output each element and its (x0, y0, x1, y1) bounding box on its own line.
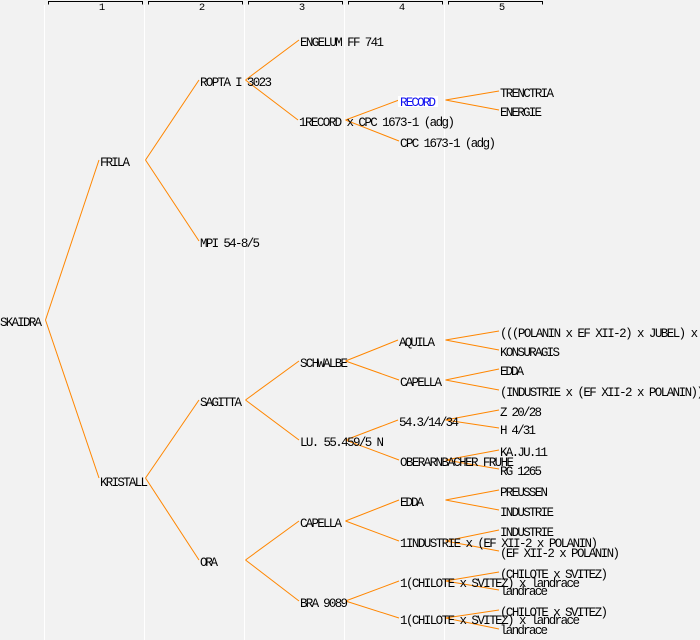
svg-text:TRENCTRIA: TRENCTRIA (500, 87, 554, 101)
svg-text:CPC 1673-1 (adg): CPC 1673-1 (adg) (400, 137, 496, 151)
svg-text:EDDA: EDDA (500, 365, 524, 379)
svg-text:ENERGIE: ENERGIE (500, 106, 542, 120)
svg-text:ROPTA I 3023: ROPTA I 3023 (200, 76, 272, 90)
svg-text:RECORD: RECORD (400, 96, 436, 110)
svg-text:KRISTALL: KRISTALL (100, 476, 148, 490)
svg-text:OBERARNBACHER FRUHE: OBERARNBACHER FRUHE (400, 456, 514, 470)
svg-text:SAGITTA: SAGITTA (200, 396, 242, 410)
svg-text:KA.JU.11: KA.JU.11 (500, 446, 548, 460)
svg-text:Z 20/28: Z 20/28 (500, 406, 542, 420)
svg-text:3: 3 (299, 2, 305, 14)
svg-text:ORA: ORA (200, 556, 218, 570)
svg-text:PREUSSEN: PREUSSEN (500, 486, 548, 500)
svg-text:MPI 54-8/5: MPI 54-8/5 (200, 237, 260, 251)
svg-text:EDDA: EDDA (400, 496, 424, 510)
svg-text:H 4/31: H 4/31 (500, 424, 536, 438)
svg-text:CAPELLA: CAPELLA (400, 376, 442, 390)
svg-text:(EF XII-2 x POLANIN): (EF XII-2 x POLANIN) (500, 547, 620, 561)
svg-text:LU. 55.459/5 N: LU. 55.459/5 N (300, 436, 384, 450)
svg-text:(INDUSTRIE x (EF XII-2 x POLAN: (INDUSTRIE x (EF XII-2 x POLANIN)) (500, 386, 700, 400)
svg-text:1(CHILOTE x SVITEZ) x landrace: 1(CHILOTE x SVITEZ) x landrace (400, 614, 580, 628)
svg-text:KONSURAGIS: KONSURAGIS (500, 346, 560, 360)
svg-text:BRA 9089: BRA 9089 (300, 597, 348, 611)
svg-text:1(CHILOTE x SVITEZ) x landrace: 1(CHILOTE x SVITEZ) x landrace (400, 577, 580, 591)
svg-text:5: 5 (499, 2, 505, 14)
svg-text:1: 1 (99, 2, 105, 14)
svg-text:INDUSTRIE: INDUSTRIE (500, 506, 554, 520)
svg-text:54.3/14/34: 54.3/14/34 (399, 416, 459, 430)
svg-text:landrace: landrace (500, 624, 548, 638)
svg-text:SKAIDRA: SKAIDRA (0, 316, 42, 330)
svg-text:2: 2 (199, 2, 205, 14)
svg-text:4: 4 (399, 2, 405, 14)
svg-text:CAPELLA: CAPELLA (300, 517, 342, 531)
svg-text:FRILA: FRILA (100, 156, 130, 170)
svg-text:(CHILOTE x SVITEZ): (CHILOTE x SVITEZ) (500, 606, 608, 620)
svg-text:1RECORD x CPC 1673-1 (adg): 1RECORD x CPC 1673-1 (adg) (299, 116, 455, 130)
svg-text:ENGELUM FF 741: ENGELUM FF 741 (300, 36, 384, 50)
svg-text:INDUSTRIE: INDUSTRIE (500, 526, 554, 540)
svg-text:SCHWALBE: SCHWALBE (300, 357, 348, 371)
svg-text:1INDUSTRIE x (EF XII-2 x POLAN: 1INDUSTRIE x (EF XII-2 x POLANIN) (400, 537, 598, 551)
svg-text:AQUILA: AQUILA (399, 336, 435, 350)
svg-text:RG 1265: RG 1265 (500, 465, 542, 479)
svg-text:(((POLANIN x EF XII-2) x JUBEL: (((POLANIN x EF XII-2) x JUBEL) x S (500, 327, 700, 341)
svg-text:landrace: landrace (500, 585, 548, 599)
svg-text:(CHILOTE x SVITEZ): (CHILOTE x SVITEZ) (500, 568, 608, 582)
